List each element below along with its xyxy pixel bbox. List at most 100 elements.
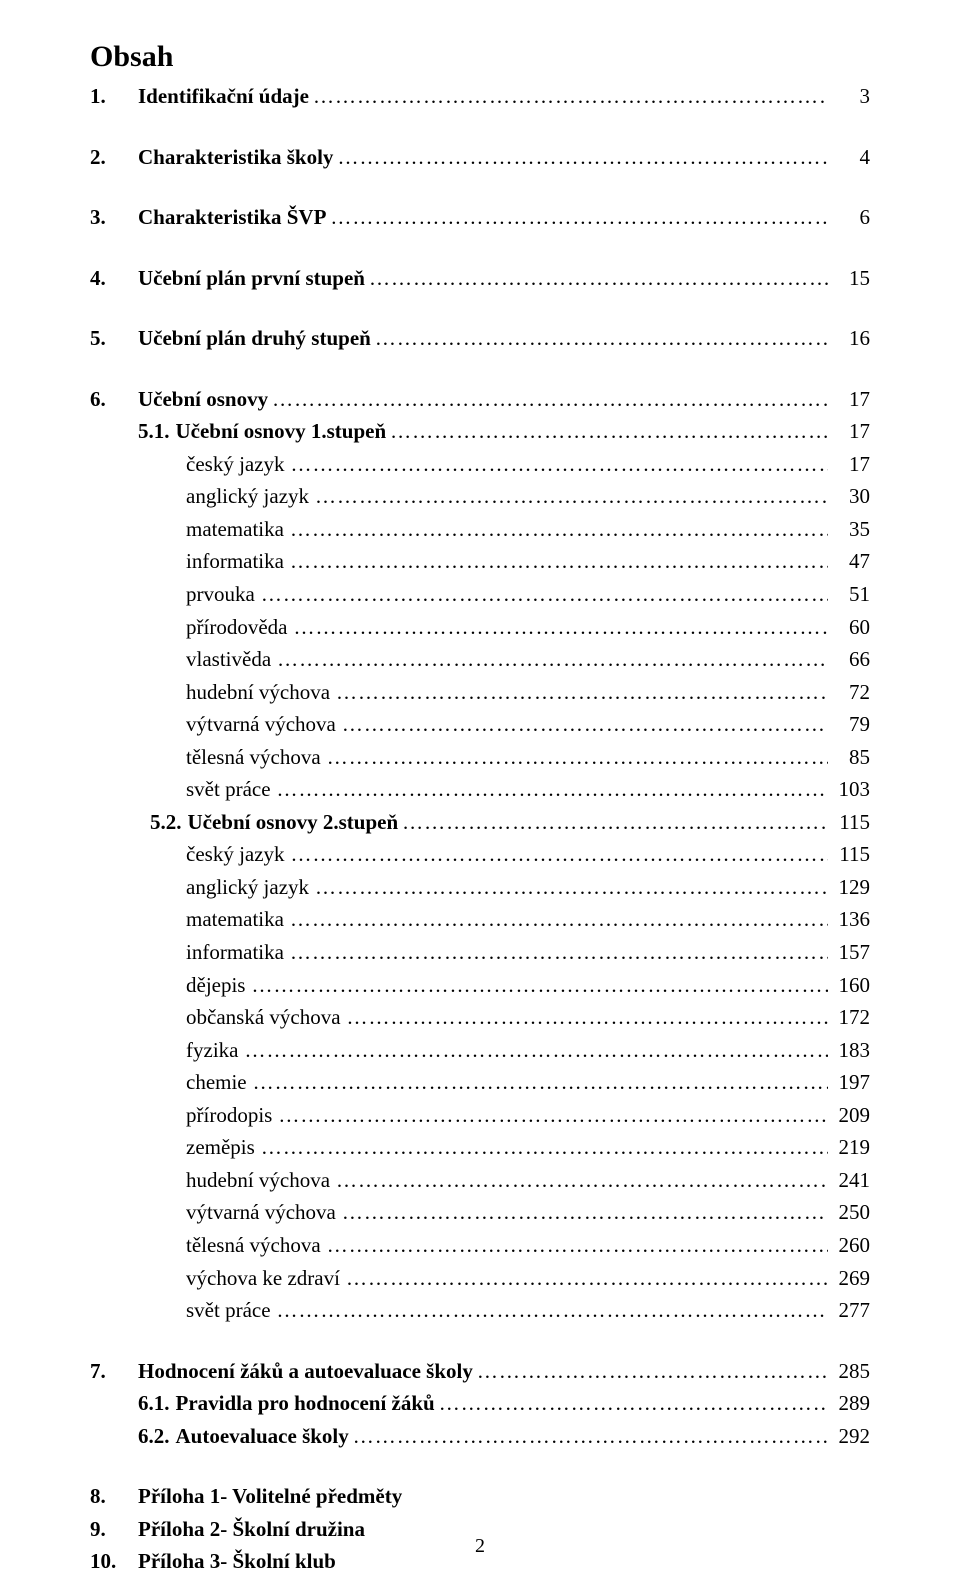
toc-label: Hodnocení žáků a autoevaluace školy: [138, 1355, 477, 1388]
toc-page: 103: [828, 773, 870, 806]
toc-label: Učební osnovy: [138, 383, 272, 416]
toc-page: 16: [828, 322, 870, 355]
toc-sub-item: dějepis160: [186, 969, 870, 1002]
leader-dots: [347, 1008, 828, 1033]
leader-dots: [290, 520, 828, 545]
toc-page: 51: [828, 578, 870, 611]
toc-label: anglický jazyk: [186, 871, 315, 904]
leader-dots: [277, 781, 828, 806]
toc-sublist-51: český jazyk17 anglický jazyk30 matematik…: [90, 448, 870, 806]
toc-label: informatika: [186, 936, 290, 969]
leader-dots: [337, 148, 828, 173]
leader-dots: [261, 1139, 828, 1164]
toc-label: občanská výchova: [186, 1001, 347, 1034]
toc-item-6: 6. Učební osnovy 17: [90, 383, 870, 416]
toc-item-5-1: 5.1. Učební osnovy 1.stupeň 17: [138, 415, 870, 448]
toc-num: 2.: [90, 141, 138, 174]
leader-dots: [272, 390, 828, 415]
toc-page: 160: [828, 969, 870, 1002]
toc-num: 5.: [90, 322, 138, 355]
toc-item-4: 4. Učební plán první stupeň 15: [90, 262, 870, 295]
toc-label: výtvarná výchova: [186, 708, 342, 741]
spacer: [90, 294, 870, 322]
toc-sub-item: vlastivěda66: [186, 643, 870, 676]
toc-page: 85: [828, 741, 870, 774]
toc-item-2: 2. Charakteristika školy 4: [90, 141, 870, 174]
toc-label: chemie: [186, 1066, 253, 1099]
leader-dots: [315, 488, 828, 513]
toc-subsection-52: 5.2. Učební osnovy 2.stupeň 115: [90, 806, 870, 839]
toc-label: svět práce: [186, 773, 277, 806]
toc-page: 289: [828, 1387, 870, 1420]
toc-sub-item: informatika 157: [186, 936, 870, 969]
toc-page: 285: [828, 1355, 870, 1388]
toc-page: 241: [828, 1164, 870, 1197]
spacer: [90, 173, 870, 201]
toc-page: 219: [828, 1131, 870, 1164]
toc-num: 5.2.: [150, 806, 182, 839]
toc-label: anglický jazyk: [186, 480, 315, 513]
toc-page: 66: [828, 643, 870, 676]
toc-sub-item: svět práce277: [186, 1294, 870, 1327]
toc-label: informatika: [186, 545, 290, 578]
toc-item-3: 3. Charakteristika ŠVP 6: [90, 201, 870, 234]
leader-dots: [315, 878, 828, 903]
toc-num: 6.1.: [138, 1387, 170, 1420]
toc-page: 157: [828, 936, 870, 969]
toc-title: Obsah: [90, 40, 870, 74]
toc-subsection-51: 5.1. Učební osnovy 1.stupeň 17: [90, 415, 870, 448]
toc-subsection-61: 6.1. Pravidla pro hodnocení žáků 289 6.2…: [90, 1387, 870, 1452]
toc-sub-item: přírodopis209: [186, 1099, 870, 1132]
leader-dots: [313, 87, 828, 112]
leader-dots: [244, 1041, 828, 1066]
toc-item-8: 8. Příloha 1- Volitelné předměty: [90, 1480, 870, 1513]
toc-label: přírodověda: [186, 611, 293, 644]
toc-sub-item: informatika 47: [186, 545, 870, 578]
toc-label: Identifikační údaje: [138, 80, 313, 113]
toc-label: prvouka: [186, 578, 261, 611]
toc-page: 17: [828, 448, 870, 481]
leader-dots: [290, 553, 828, 578]
footer-page-number: 2: [0, 1535, 960, 1558]
toc-sub-item: anglický jazyk129: [186, 871, 870, 904]
toc-label: tělesná výchova: [186, 1229, 327, 1262]
toc-page: 260: [828, 1229, 870, 1262]
toc-page: 115: [828, 838, 870, 871]
toc-num: 3.: [90, 201, 138, 234]
toc-item-6-1: 6.1. Pravidla pro hodnocení žáků 289: [138, 1387, 870, 1420]
toc-label: český jazyk: [186, 448, 291, 481]
toc-label: matematika: [186, 513, 290, 546]
toc-page: 269: [828, 1262, 870, 1295]
toc-label: Pravidla pro hodnocení žáků: [176, 1387, 439, 1420]
toc-item-6-2: 6.2. Autoevaluace školy 292: [138, 1420, 870, 1453]
toc-page: 17: [828, 415, 870, 448]
leader-dots: [293, 618, 828, 643]
toc-page: 277: [828, 1294, 870, 1327]
toc-label: Příloha 1- Volitelné předměty: [138, 1480, 406, 1513]
toc-sub-item: tělesná výchova 260: [186, 1229, 870, 1262]
toc-item-5-2: 5.2. Učební osnovy 2.stupeň 115: [138, 806, 870, 839]
toc-page: 35: [828, 513, 870, 546]
toc-label: matematika: [186, 903, 290, 936]
leader-dots: [390, 423, 828, 448]
toc-page: 15: [828, 262, 870, 295]
toc-item-5: 5. Učební plán druhý stupeň 16: [90, 322, 870, 355]
toc-page: 47: [828, 545, 870, 578]
toc-sub-item: hudební výchova241: [186, 1164, 870, 1197]
toc-num: 7.: [90, 1355, 138, 1388]
toc-page: 72: [828, 676, 870, 709]
toc-sub-item: fyzika183: [186, 1034, 870, 1067]
toc-label: Charakteristika školy: [138, 141, 337, 174]
leader-dots: [277, 650, 828, 675]
leader-dots: [327, 1236, 828, 1261]
toc-label: výchova ke zdraví: [186, 1262, 346, 1295]
toc-item-1: 1. Identifikační údaje 3: [90, 80, 870, 113]
toc-sub-item: prvouka 51: [186, 578, 870, 611]
leader-dots: [330, 208, 828, 233]
toc-label: hudební výchova: [186, 676, 336, 709]
spacer: [90, 113, 870, 141]
toc-page: 292: [828, 1420, 870, 1453]
toc-page: 60: [828, 611, 870, 644]
leader-dots: [375, 330, 828, 355]
toc-sub-item: svět práce 103: [186, 773, 870, 806]
